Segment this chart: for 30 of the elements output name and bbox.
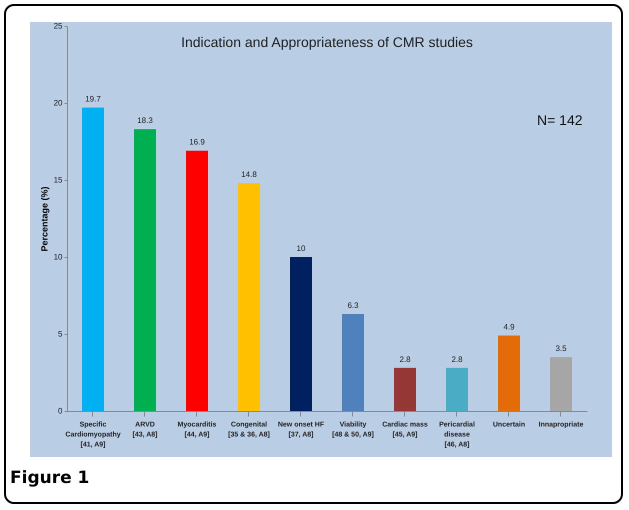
y-tick-label: 10	[54, 252, 64, 262]
data-label: 14.8	[241, 170, 258, 180]
y-tick-label: 0	[58, 406, 64, 416]
y-tick-label: 5	[58, 330, 64, 338]
bar	[134, 129, 156, 411]
bar	[82, 108, 104, 411]
bar	[498, 336, 520, 411]
data-label: 6.3	[347, 300, 360, 310]
annotation: N= 142	[537, 112, 583, 128]
data-label: 2.8	[399, 354, 412, 364]
data-label: 16.9	[189, 138, 206, 147]
bar	[290, 257, 312, 411]
bar	[238, 183, 260, 411]
caption: Figure 1	[10, 468, 90, 488]
data-label: 10	[296, 244, 306, 253]
bar	[186, 150, 208, 411]
bar	[446, 368, 468, 411]
y-axis-title: Percentage (%)	[40, 186, 50, 252]
data-label: 2.8	[451, 354, 464, 364]
data-label: 4.9	[503, 322, 516, 332]
text: Indication and Appropriateness of CMR studies	[181, 34, 473, 50]
y-tick-label: 15	[54, 176, 64, 184]
data-label: 18.3	[137, 116, 154, 126]
bar	[342, 314, 364, 411]
bar	[394, 368, 416, 411]
bar	[550, 357, 572, 411]
y-tick-label: 20	[54, 98, 64, 108]
data-label: 19.7	[85, 94, 102, 104]
y-tick-label: 25	[54, 22, 64, 30]
data-label: 3.5	[555, 344, 568, 354]
